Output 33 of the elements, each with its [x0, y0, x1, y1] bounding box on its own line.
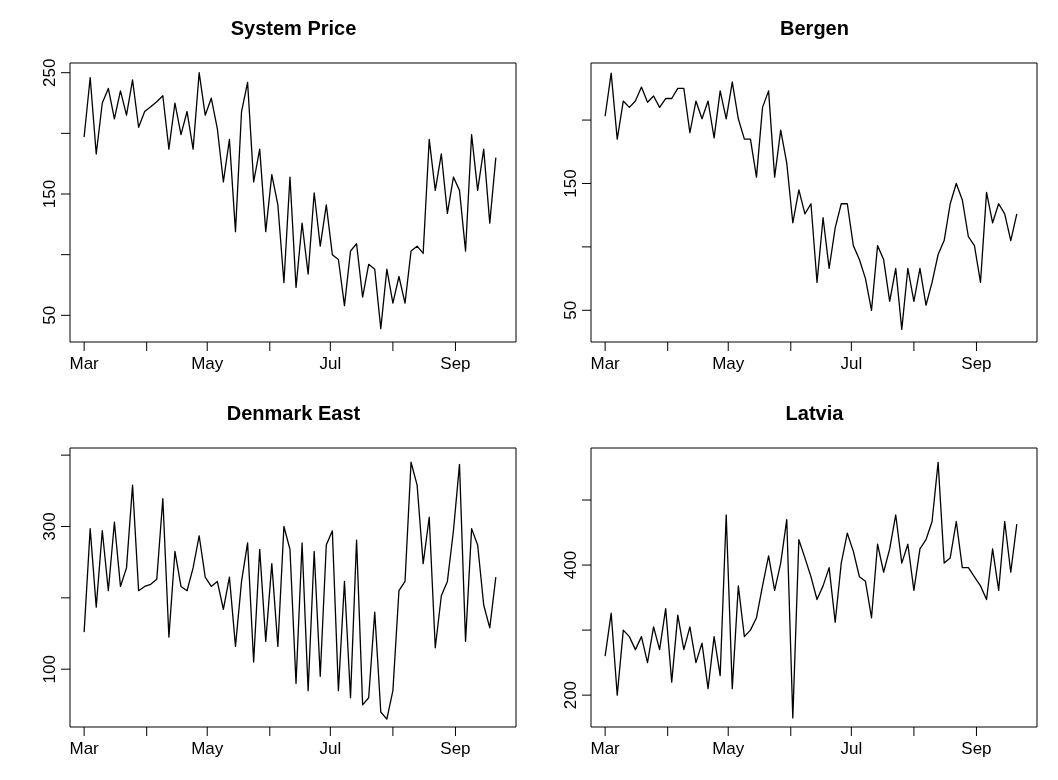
y-tick-label: 150 [40, 179, 59, 209]
x-tick-label: Jul [319, 354, 342, 374]
x-tick-label: Jul [840, 739, 863, 759]
chart-title: Bergen [779, 16, 850, 41]
x-tick-label: Jul [319, 739, 342, 759]
chart-title: Latvia [784, 401, 845, 426]
chart-title: System Price [229, 16, 358, 41]
y-tick-label: 50 [40, 305, 59, 325]
x-tick-label: May [191, 354, 224, 374]
x-tick-label: Sep [961, 354, 992, 374]
x-tick-label: Jul [840, 354, 863, 374]
x-tick-label: Sep [440, 739, 471, 759]
x-tick-label: Mar [590, 739, 621, 759]
line-series [604, 72, 1018, 330]
y-tick-label: 150 [561, 169, 580, 198]
line-series [83, 72, 497, 330]
y-tick-label: 250 [40, 58, 59, 87]
y-tick-label: 50 [561, 300, 580, 320]
x-tick-label: Mar [69, 739, 100, 759]
y-tick-label: 200 [561, 680, 580, 710]
x-tick-label: Sep [961, 739, 992, 759]
x-tick-label: May [191, 739, 224, 759]
x-tick-label: May [712, 354, 745, 374]
chart-title: Denmark East [225, 401, 362, 426]
line-series [604, 461, 1018, 719]
y-tick-label: 400 [561, 550, 580, 580]
y-tick-label: 100 [40, 655, 59, 684]
x-tick-label: Mar [69, 354, 100, 374]
x-tick-label: Sep [440, 354, 471, 374]
y-tick-label: 300 [40, 512, 59, 541]
x-tick-label: May [712, 739, 745, 759]
x-tick-label: Mar [590, 354, 621, 374]
line-series [83, 461, 497, 720]
